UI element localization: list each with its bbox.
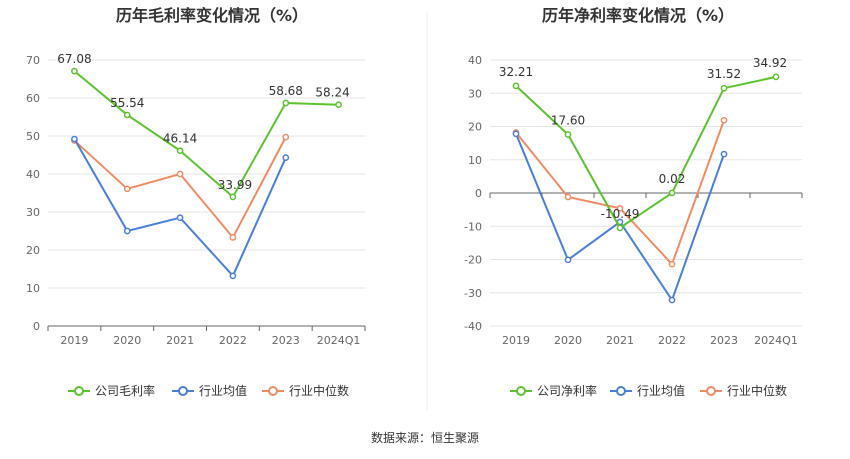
legend-label: 行业均值 (637, 383, 685, 398)
y-tick-label: 50 (26, 130, 40, 143)
y-tick-label: 40 (468, 54, 482, 67)
chart-title: 历年净利率变化情况（%） (542, 6, 734, 25)
x-tick-label: 2022 (658, 334, 686, 347)
series-line (515, 75, 777, 230)
data-point (176, 170, 184, 178)
source-note: 数据来源：恒生聚源 (371, 430, 479, 445)
legend-swatch-marker (516, 386, 526, 396)
x-tick-label: 2024Q1 (317, 334, 361, 347)
legend-item[interactable]: 行业中位数 (262, 383, 349, 398)
chart-title: 历年毛利率变化情况（%） (116, 6, 308, 25)
y-tick-label: 30 (468, 87, 482, 100)
y-tick-label: 30 (26, 206, 40, 219)
data-label: 33.99 (218, 178, 252, 192)
data-label: 58.24 (315, 86, 349, 100)
y-tick-label: -40 (464, 320, 482, 333)
x-tick-label: 2021 (166, 334, 194, 347)
gross-margin-chart: 历年毛利率变化情况（%） 0 10 20 30 40 50 60 70 2019 2020 2021 2… (26, 6, 366, 398)
data-point (616, 204, 624, 212)
data-point (71, 135, 78, 143)
data-label: 55.54 (110, 96, 144, 110)
x-tick-label: 2022 (219, 334, 247, 347)
series-line (73, 70, 339, 199)
legend-item[interactable]: 公司毛利率 (68, 383, 155, 398)
x-tick-label: 2021 (606, 334, 634, 347)
data-label: 67.08 (57, 52, 91, 66)
legend-item[interactable]: 行业中位数 (700, 383, 787, 398)
y-tick-label: 20 (26, 244, 40, 257)
data-point (564, 193, 572, 201)
data-label: 32.21 (499, 65, 533, 79)
data-point (564, 131, 572, 138)
legend-label: 行业均值 (199, 383, 247, 398)
data-point (123, 185, 131, 193)
data-label: 34.92 (753, 56, 787, 70)
legend-label: 行业中位数 (289, 383, 349, 398)
legend-swatch-marker (706, 386, 716, 396)
data-point (616, 224, 624, 232)
data-point (335, 101, 342, 109)
y-tick-label: -10 (464, 220, 482, 233)
data-label: 46.14 (163, 132, 197, 146)
x-tick-label: 2019 (60, 334, 88, 347)
x-tick-label: 2023 (710, 334, 738, 347)
data-label: 31.52 (707, 67, 741, 81)
y-tick-label: 10 (468, 154, 482, 167)
legend-swatch-marker (178, 386, 188, 396)
data-point (668, 260, 676, 268)
data-point (282, 99, 290, 107)
legend-swatch-marker (74, 386, 84, 396)
x-tick-label: 2024Q1 (754, 334, 798, 347)
legend-item[interactable]: 公司净利率 (510, 383, 597, 398)
data-point (123, 227, 131, 235)
data-point (720, 84, 728, 92)
data-point (229, 272, 237, 280)
data-point (176, 214, 184, 222)
legend-label: 公司毛利率 (95, 383, 155, 398)
data-point (720, 116, 728, 124)
y-tick-label: -30 (464, 287, 482, 300)
data-point (668, 189, 676, 197)
x-tick-label: 2020 (554, 334, 582, 347)
legend-label: 行业中位数 (727, 383, 787, 398)
data-point (772, 73, 780, 81)
data-label: 58.68 (269, 84, 303, 98)
y-tick-label: 0 (475, 187, 482, 200)
legend-swatch-marker (616, 386, 626, 396)
net-margin-chart: 历年净利率变化情况（%） -40 -30 -20 -10 0 10 20 30 40 2019 202… (464, 6, 803, 398)
y-tick-label: 70 (26, 54, 40, 67)
legend-item[interactable]: 行业均值 (610, 383, 685, 398)
y-tick-label: 10 (26, 282, 40, 295)
y-tick-label: 40 (26, 168, 40, 181)
data-point (512, 82, 520, 90)
x-tick-label: 2020 (113, 334, 141, 347)
data-point (512, 130, 520, 138)
x-tick-label: 2023 (272, 334, 300, 347)
legend-swatch-marker (268, 386, 278, 396)
legend-item[interactable]: 行业均值 (172, 383, 247, 398)
data-label: 17.60 (551, 113, 585, 127)
data-label: -10.49 (601, 207, 640, 221)
data-point (564, 256, 572, 264)
data-point (668, 296, 676, 304)
data-point (229, 193, 237, 201)
y-tick-label: -20 (464, 254, 482, 267)
legend-label: 公司净利率 (537, 383, 597, 398)
data-point (176, 147, 184, 155)
y-tick-label: 0 (33, 320, 40, 333)
data-point (720, 150, 728, 158)
y-tick-label: 60 (26, 92, 40, 105)
data-point (123, 111, 131, 119)
data-point (71, 67, 78, 75)
data-point (229, 234, 237, 241)
data-point (282, 154, 290, 162)
data-point (282, 133, 290, 141)
y-tick-label: 20 (468, 121, 482, 134)
x-tick-label: 2019 (502, 334, 530, 347)
data-label: 0.02 (659, 172, 686, 186)
